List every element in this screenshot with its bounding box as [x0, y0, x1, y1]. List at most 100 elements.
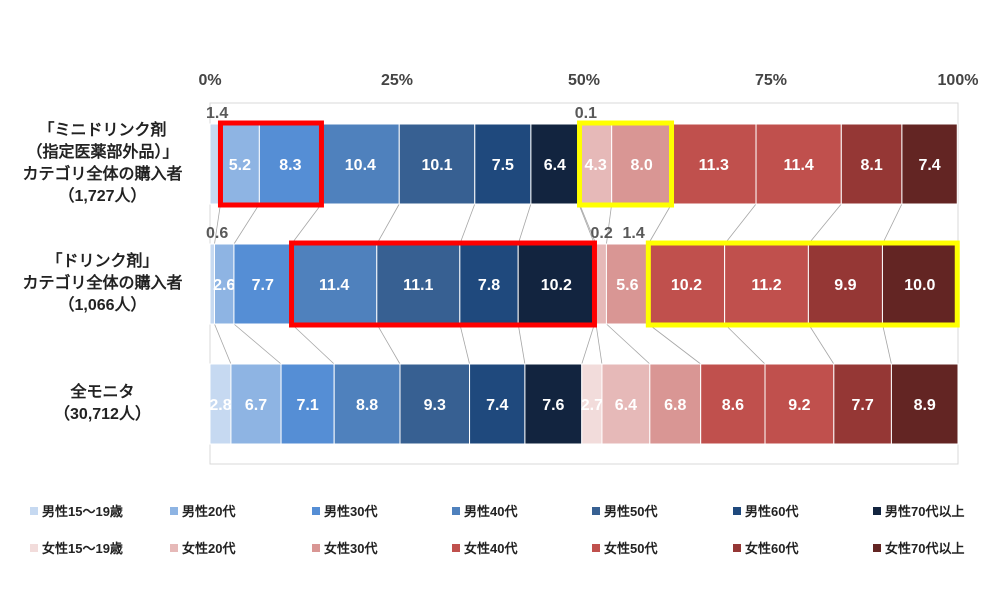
- series-connector-line: [606, 323, 651, 365]
- x-tick-label: 50%: [568, 72, 600, 89]
- data-label: 0.1: [575, 105, 597, 122]
- data-label: 10.0: [904, 277, 935, 294]
- data-label: 7.8: [478, 277, 500, 294]
- series-connector-line: [808, 203, 842, 245]
- bar-segment: [649, 363, 702, 445]
- data-label: 9.9: [834, 277, 856, 294]
- bar-segment: [605, 243, 649, 325]
- data-label: 8.1: [860, 157, 882, 174]
- data-label: 9.2: [788, 397, 810, 414]
- category-label: 「ドリンク剤」カテゴリ全体の購入者 （1,066人）: [0, 251, 205, 317]
- data-label: 6.7: [245, 397, 267, 414]
- data-label: 6.8: [664, 397, 686, 414]
- data-label: 2.7: [581, 397, 603, 414]
- data-label: 11.2: [751, 277, 781, 294]
- bar-segment: [901, 123, 958, 205]
- legend-label: 男性15～19歳: [42, 504, 123, 519]
- data-label: 11.3: [699, 157, 729, 174]
- bar-segment: [459, 243, 519, 325]
- legend-label: 男性40代: [464, 504, 517, 519]
- bar-segment: [595, 243, 607, 325]
- legend-swatch: [312, 507, 320, 515]
- legend-label: 女性60代: [745, 541, 798, 556]
- category-label: 「ミニドリンク剤 （指定医薬部外品）」 カテゴリ全体の購入者 （1,727人）: [0, 120, 205, 208]
- series-connector-line: [517, 323, 526, 365]
- bar-segment: [398, 123, 476, 205]
- legend-swatch: [873, 507, 881, 515]
- x-tick-label: 25%: [381, 72, 413, 89]
- data-label: 7.7: [852, 397, 874, 414]
- x-tick-label: 0%: [198, 72, 221, 89]
- data-label: 7.4: [918, 157, 940, 174]
- data-label: 11.4: [784, 157, 814, 174]
- bar-segment: [469, 363, 526, 445]
- bar-segment: [399, 363, 471, 445]
- bar-segment: [517, 243, 595, 325]
- category-label-line: カテゴリ全体の購入者: [22, 166, 183, 183]
- highlight-box: [217, 120, 324, 208]
- bar-segment: [755, 123, 842, 205]
- bar-segment: [230, 363, 282, 445]
- data-label: 2.6: [213, 277, 235, 294]
- series-connector-line: [648, 323, 701, 365]
- bar-segment: [890, 363, 959, 445]
- series-connector-line: [214, 323, 232, 365]
- bar-segment: [601, 363, 651, 445]
- series-connector-line: [724, 203, 757, 245]
- data-label: 0.2: [590, 225, 612, 242]
- legend-label: 女性15～19歳: [42, 541, 123, 556]
- data-label: 7.6: [542, 397, 564, 414]
- bar-segment: [724, 243, 809, 325]
- data-label: 4.3: [584, 157, 606, 174]
- data-label: 0.6: [206, 225, 228, 242]
- category-label-line: 「ミニドリンク剤: [38, 122, 167, 139]
- data-label: 2.8: [209, 397, 231, 414]
- data-label: 1.4: [206, 105, 228, 122]
- legend-label: 男性70代以上: [885, 504, 964, 519]
- series-connector-line: [233, 323, 282, 365]
- legend-label: 女性40代: [464, 541, 517, 556]
- bar-segment: [579, 123, 613, 205]
- bar-segment: [233, 243, 293, 325]
- data-label: 7.4: [486, 397, 508, 414]
- bar-segment: [333, 363, 401, 445]
- series-connector-line: [581, 323, 595, 365]
- legend-swatch: [312, 544, 320, 552]
- series-connector-line: [214, 203, 221, 245]
- data-label: 6.4: [615, 397, 637, 414]
- series-connector-line: [459, 203, 476, 245]
- x-tick-label: 100%: [938, 72, 979, 89]
- series-connector-line: [647, 203, 672, 245]
- series-connector-line: [882, 323, 892, 365]
- data-label: 7.5: [492, 157, 514, 174]
- category-label-line: （30,712人）: [54, 406, 151, 423]
- series-connector-line: [291, 203, 322, 245]
- legend-label: 女性70代以上: [885, 541, 964, 556]
- data-label: 6.4: [544, 157, 566, 174]
- data-label: 8.9: [914, 397, 936, 414]
- series-connector-line: [579, 203, 597, 245]
- category-label-line: カテゴリ全体の購入者: [22, 275, 183, 292]
- data-label: 11.4: [319, 277, 349, 294]
- data-label: 10.4: [345, 157, 376, 174]
- data-label: 8.3: [279, 157, 301, 174]
- series-connector-line: [459, 323, 470, 365]
- series-connector-line: [291, 323, 335, 365]
- data-label: 11.1: [403, 277, 433, 294]
- legend-label: 女性20代: [182, 541, 235, 556]
- category-label-line: 全モニタ: [70, 384, 135, 401]
- category-label-line: 「ドリンク剤」: [46, 253, 159, 270]
- data-label: 10.2: [671, 277, 702, 294]
- legend-label: 男性30代: [324, 504, 377, 519]
- x-tick-label: 75%: [755, 72, 787, 89]
- bar-segment: [833, 363, 892, 445]
- category-label-line: （1,066人）: [58, 297, 147, 314]
- data-label: 10.2: [541, 277, 572, 294]
- bar-segment: [280, 363, 335, 445]
- bar-segment: [764, 363, 835, 445]
- bar-segment: [258, 123, 322, 205]
- series-connector-line: [578, 203, 595, 245]
- category-label: 全モニタ （30,712人）: [0, 382, 205, 426]
